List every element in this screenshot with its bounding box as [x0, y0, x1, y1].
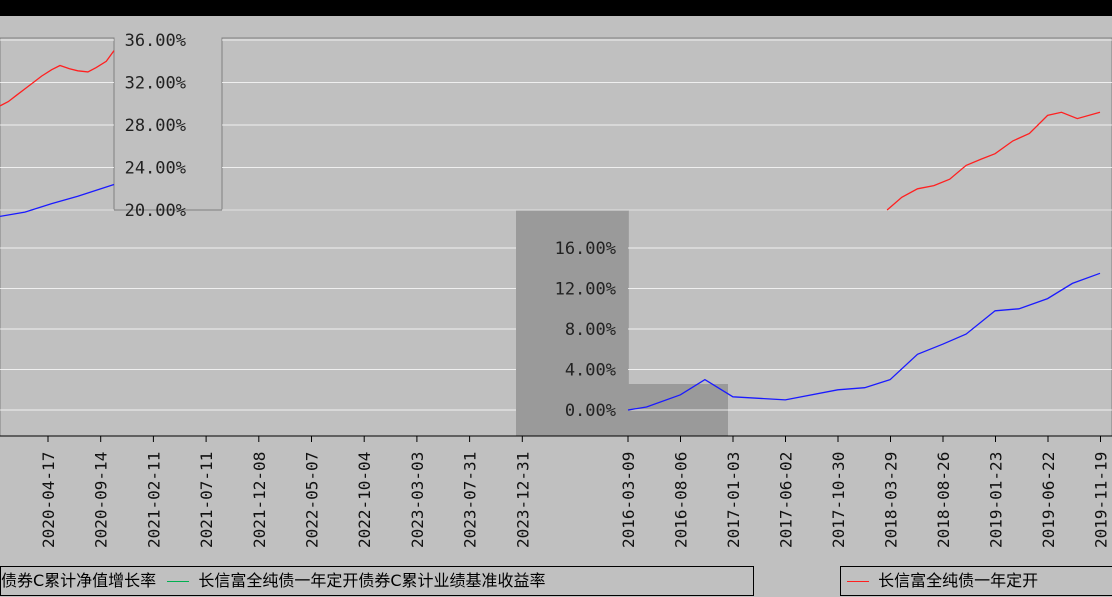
x-tick-label-left: 2023-03-03 — [408, 452, 427, 548]
legend-swatch-nav — [847, 581, 869, 582]
legend-left: 债券C累计净值增长率 长信富全纯债一年定开债券C累计业绩基准收益率 — [0, 566, 754, 596]
x-tick-label-left: 2022-05-07 — [303, 452, 322, 548]
x-tick-label-right: 2017-01-03 — [724, 452, 743, 548]
x-tick-label-right: 2016-08-06 — [672, 452, 691, 548]
legend-label-nav: 债券C累计净值增长率 — [1, 571, 157, 590]
y-tick-label-top: 32.00% — [125, 74, 186, 94]
y-tick-label-top: 28.00% — [125, 116, 186, 136]
legend-right: 长信富全纯债一年定开 — [840, 566, 1112, 596]
series-line-benchmark-left — [0, 183, 115, 218]
x-tick-label-right: 2016-03-09 — [619, 452, 638, 548]
x-tick-label-right: 2017-10-30 — [829, 452, 848, 548]
y-tick-label-top: 36.00% — [125, 31, 186, 51]
legend-label-nav-right: 长信富全纯债一年定开 — [878, 571, 1039, 590]
series-line-benchmark-right — [627, 272, 1101, 411]
plot-area-left-bottom — [0, 209, 521, 437]
plot-area-top — [221, 37, 1112, 211]
y-tick-label-top: 24.00% — [125, 159, 186, 179]
x-tick-label-right: 2017-06-02 — [777, 452, 796, 548]
y-tick-label-bottom: 4.00% — [565, 361, 616, 381]
x-tick-label-left: 2021-07-11 — [197, 452, 216, 548]
series-line-nav-right — [886, 111, 1101, 211]
y-tick-label-bottom: 12.00% — [555, 280, 616, 300]
legend-label-benchmark: 长信富全纯债一年定开债券C累计业绩基准收益率 — [198, 571, 546, 590]
x-tick-label-left: 2023-12-31 — [513, 452, 532, 548]
x-tick-label-left: 2022-10-04 — [355, 452, 374, 548]
x-tick-label-right: 2019-11-19 — [1092, 452, 1111, 548]
legend-swatch-benchmark — [167, 581, 190, 582]
y-tick-label-bottom: 16.00% — [555, 239, 616, 259]
y-tick-label-bottom: 8.00% — [565, 320, 616, 340]
title-bar — [0, 0, 1112, 16]
x-tick-label-right: 2018-08-26 — [934, 452, 953, 548]
y-tick-label-bottom: 0.00% — [565, 401, 616, 421]
x-tick-label-left: 2021-02-11 — [144, 452, 163, 548]
x-tick-label-right: 2019-01-23 — [987, 452, 1006, 548]
x-tick-label-left: 2020-09-14 — [92, 452, 111, 548]
x-tick-label-right: 2019-06-22 — [1039, 452, 1058, 548]
x-tick-label-left: 2020-04-17 — [39, 452, 58, 548]
series-line-nav-left — [0, 50, 115, 107]
x-tick-label-left: 2021-12-08 — [250, 452, 269, 548]
axis-band-gray — [516, 210, 628, 436]
x-tick-label-left: 2023-07-31 — [461, 452, 480, 548]
x-tick-label-right: 2018-03-29 — [882, 452, 901, 548]
y-tick-label-top: 20.00% — [125, 201, 186, 221]
plot-area-left-top — [0, 37, 115, 211]
